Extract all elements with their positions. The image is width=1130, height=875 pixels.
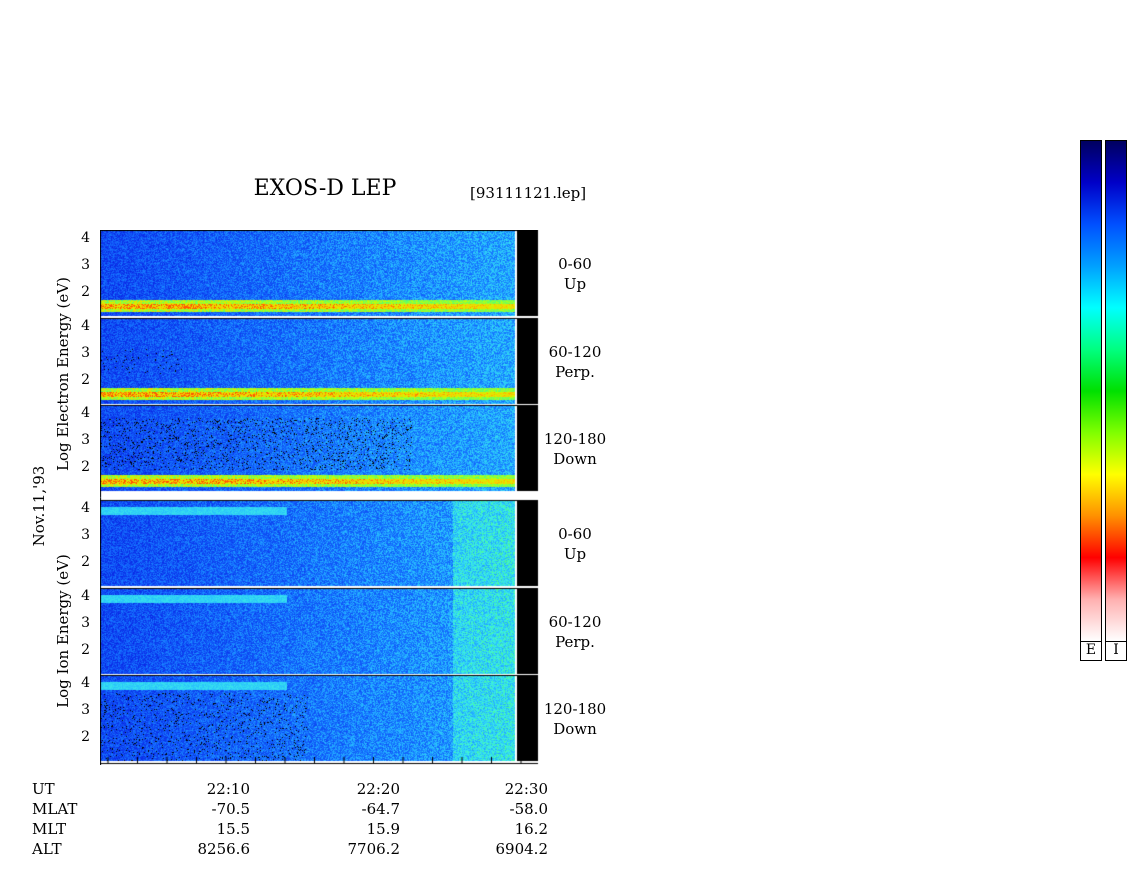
energy-tick-label: 2 (81, 372, 90, 388)
energy-tick-label: 3 (81, 432, 90, 448)
energy-tick-label: 2 (81, 459, 90, 475)
footer-label-alt: ALT (32, 840, 62, 858)
ion-colorbar (1105, 140, 1127, 642)
panel-label: 120-180 Down (535, 429, 615, 469)
energy-tick-label: 2 (81, 729, 90, 745)
pitch-angle-range: 60-120 (548, 343, 602, 361)
energy-tick-label: 2 (81, 642, 90, 658)
energy-tick-label: 3 (81, 345, 90, 361)
mlat-val-1: -70.5 (211, 800, 250, 818)
energy-tick-label: 4 (81, 230, 90, 246)
panel-label: 120-180 Down (535, 699, 615, 739)
pitch-angle-range: 60-120 (548, 613, 602, 631)
electron-colorbar (1080, 140, 1102, 642)
spectrogram-plot (100, 230, 540, 765)
electron-colorbar-label: E (1080, 641, 1102, 661)
energy-tick-label: 4 (81, 588, 90, 604)
panel-label: 60-120 Perp. (535, 342, 615, 382)
energy-tick-label: 4 (81, 405, 90, 421)
footer-label-mlat: MLAT (32, 800, 78, 818)
ut-tick-2: 22:20 (356, 780, 400, 798)
mlat-val-3: -58.0 (509, 800, 548, 818)
panel-label: 0-60 Up (535, 524, 615, 564)
date-label: Nov.11,'93 (30, 465, 48, 547)
pitch-direction: Perp. (555, 633, 595, 651)
alt-val-1: 8256.6 (197, 840, 251, 858)
pitch-direction: Down (553, 720, 597, 738)
energy-tick-label: 4 (81, 500, 90, 516)
pitch-angle-range: 120-180 (543, 430, 607, 448)
pitch-direction: Up (563, 275, 587, 293)
energy-tick-label: 2 (81, 554, 90, 570)
panel-label: 60-120 Perp. (535, 612, 615, 652)
filename-label: [93111121.lep] (470, 184, 587, 202)
ut-tick-1: 22:10 (206, 780, 250, 798)
pitch-angle-range: 0-60 (558, 255, 592, 273)
alt-val-2: 7706.2 (347, 840, 401, 858)
energy-tick-label: 3 (81, 257, 90, 273)
footer-label-ut: UT (32, 780, 55, 798)
pitch-direction: Up (563, 545, 587, 563)
chart-title: EXOS-D LEP (253, 176, 397, 201)
alt-val-3: 6904.2 (495, 840, 549, 858)
pitch-direction: Down (553, 450, 597, 468)
mlt-val-3: 16.2 (514, 820, 548, 838)
ion-colorbar-label: I (1105, 641, 1127, 661)
energy-tick-label: 4 (81, 675, 90, 691)
energy-tick-label: 3 (81, 702, 90, 718)
pitch-angle-range: 0-60 (558, 525, 592, 543)
energy-tick-label: 2 (81, 284, 90, 300)
pitch-direction: Perp. (555, 363, 595, 381)
pitch-angle-range: 120-180 (543, 700, 607, 718)
mlat-val-2: -64.7 (361, 800, 400, 818)
mlt-val-1: 15.5 (216, 820, 250, 838)
energy-tick-label: 4 (81, 318, 90, 334)
footer-label-mlt: MLT (32, 820, 67, 838)
ut-tick-3: 22:30 (504, 780, 548, 798)
energy-tick-label: 3 (81, 615, 90, 631)
energy-tick-label: 3 (81, 527, 90, 543)
panel-label: 0-60 Up (535, 254, 615, 294)
mlt-val-2: 15.9 (366, 820, 400, 838)
